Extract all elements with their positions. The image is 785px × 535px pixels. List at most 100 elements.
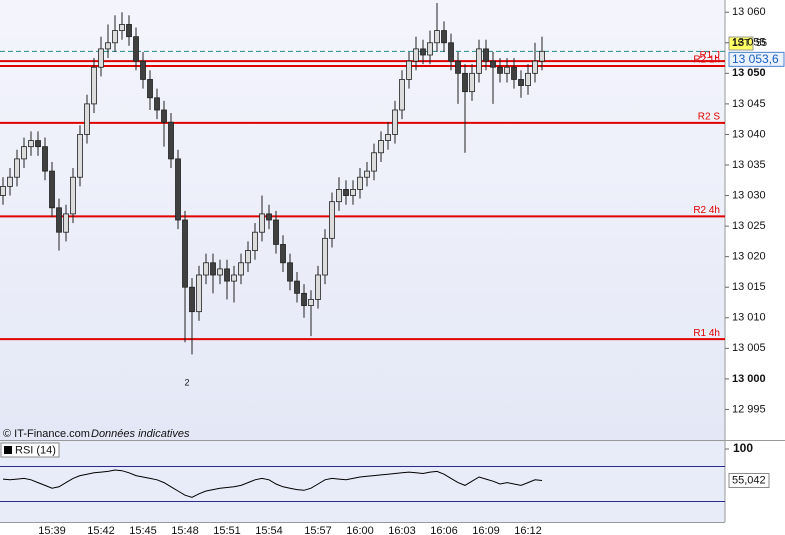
- candle-body: [126, 24, 132, 38]
- current-price-box: [728, 51, 785, 67]
- candle-body: [343, 189, 349, 196]
- candle-body: [273, 219, 279, 245]
- x-tick-label: 16:09: [472, 525, 500, 535]
- candle-body: [483, 48, 489, 62]
- candle-body: [259, 213, 265, 233]
- level-label: R2 S: [698, 111, 721, 122]
- candle-body: [504, 66, 510, 74]
- y-tick-label: 13 020: [732, 251, 766, 263]
- y-tick-label: 100: [733, 441, 753, 455]
- y-tick-label: 13 060: [732, 6, 766, 18]
- candle-body: [203, 262, 209, 276]
- rsi-line: [2, 469, 543, 498]
- candle-body: [182, 219, 188, 288]
- badge-value: 55: [756, 38, 768, 49]
- candle-body: [399, 79, 405, 111]
- rsi-legend-box: [0, 442, 60, 458]
- candle-body: [133, 36, 139, 62]
- y-tick-label: 13 005: [732, 342, 766, 354]
- level-label: R1 4h: [693, 328, 720, 339]
- current-price-label: 13 053,6: [732, 52, 779, 66]
- candle-body: [511, 66, 517, 80]
- candle-body: [252, 231, 258, 251]
- x-tick-label: 15:57: [304, 525, 332, 535]
- candle-body: [378, 140, 384, 154]
- candle-body: [28, 140, 34, 148]
- candle-body: [84, 103, 90, 135]
- candle-body: [448, 42, 454, 62]
- x-tick-label: 16:03: [388, 525, 416, 535]
- y-tick-label: 13 030: [732, 189, 766, 201]
- candle-body: [357, 176, 363, 190]
- y-tick-label: 13 015: [732, 281, 766, 293]
- candle-body: [140, 60, 146, 80]
- x-tick-label: 15:42: [87, 525, 115, 535]
- y-tick-label: 13 050: [732, 67, 766, 79]
- candle-body: [147, 79, 153, 99]
- source: © IT-Finance.com: [3, 428, 90, 440]
- candle-body: [476, 48, 482, 74]
- candle-body: [287, 262, 293, 282]
- candle-body: [525, 72, 531, 86]
- x-tick-label: 15:48: [171, 525, 199, 535]
- x-tick-label: 15:54: [255, 525, 283, 535]
- candle-body: [98, 48, 104, 68]
- candle-body: [462, 72, 468, 93]
- candle-body: [7, 176, 13, 187]
- candle-body: [518, 79, 524, 86]
- candle-body: [336, 189, 342, 203]
- candle-body: [322, 237, 328, 276]
- candle-body: [469, 72, 475, 93]
- candle-body: [189, 286, 195, 313]
- candle-body: [371, 152, 377, 172]
- candle-body: [119, 24, 125, 31]
- x-tick-label: 16:12: [514, 525, 542, 535]
- candle-body: [490, 60, 496, 68]
- main-panel: [0, 0, 725, 440]
- candle-body: [238, 262, 244, 276]
- value-label-box: [728, 472, 770, 488]
- candle-body: [392, 109, 398, 135]
- y-tick-label: 13 055: [732, 37, 766, 49]
- candle-body: [266, 213, 272, 221]
- y-tick-label: 13 010: [732, 312, 766, 324]
- candle-body: [112, 30, 118, 44]
- candle-body: [245, 250, 251, 264]
- candle-body: [280, 244, 286, 264]
- candle-body: [455, 60, 461, 74]
- x-tick-label: 15:51: [213, 525, 241, 535]
- candle-body: [35, 140, 41, 148]
- rsi-title: RSI (14): [15, 444, 56, 456]
- candle-body: [224, 268, 230, 282]
- candle-body: [420, 48, 426, 56]
- candle-body: [70, 176, 76, 215]
- level-label: R2 1h: [693, 55, 720, 66]
- candle-body: [532, 60, 538, 74]
- x-tick-label: 15:45: [129, 525, 157, 535]
- candle-body: [14, 158, 20, 178]
- y-tick-label: 13 040: [732, 128, 766, 140]
- candle-body: [441, 30, 447, 44]
- candle-body: [539, 50, 545, 62]
- badge: 1ST: [732, 38, 750, 49]
- candle-body: [497, 66, 503, 74]
- x-tick-label: 16:06: [430, 525, 458, 535]
- level-label: R1 J: [699, 50, 720, 61]
- candle-body: [210, 262, 216, 276]
- candle-body: [315, 274, 321, 300]
- candle-body: [294, 280, 300, 294]
- candle-body: [168, 121, 174, 160]
- annotation: 2: [184, 377, 189, 387]
- rsi-legend-swatch: [4, 446, 12, 454]
- candle-body: [301, 292, 307, 306]
- candle-body: [231, 274, 237, 282]
- candle-body: [196, 274, 202, 313]
- y-tick-label: 13 045: [732, 98, 766, 110]
- candle-body: [161, 109, 167, 123]
- candle-body: [350, 189, 356, 196]
- candle-body: [308, 299, 314, 306]
- candle-body: [434, 30, 440, 44]
- level-label: R2 4h: [693, 205, 720, 216]
- rsi-panel: [0, 441, 725, 522]
